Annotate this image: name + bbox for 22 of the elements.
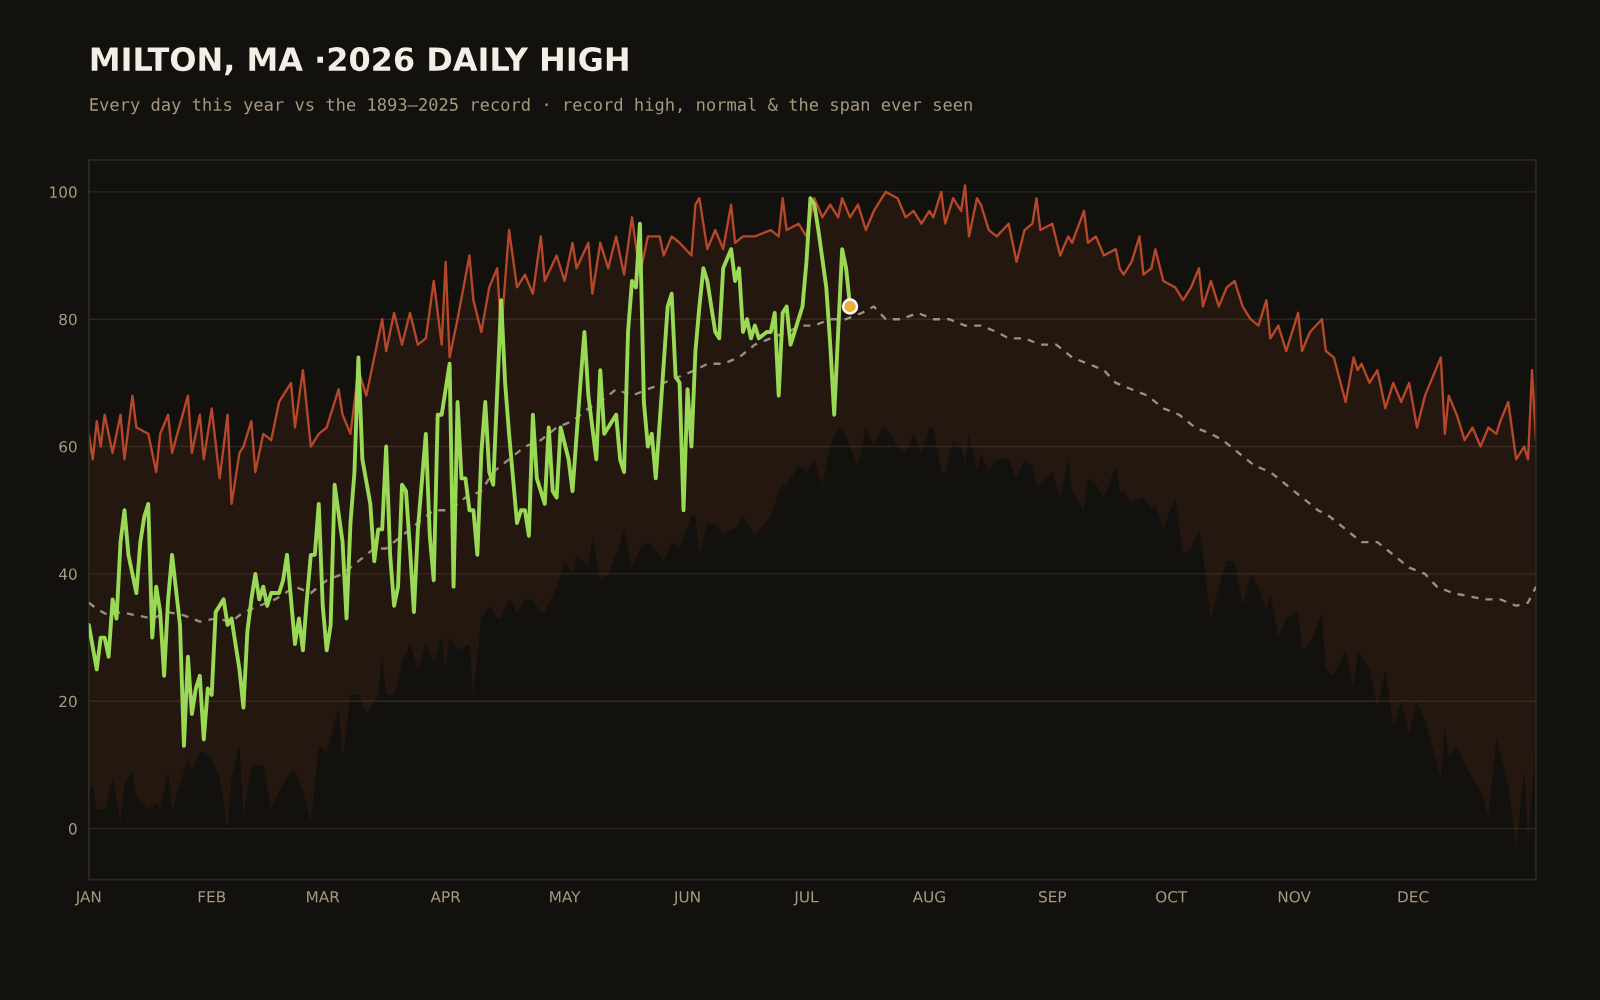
x-tick-label: JUL <box>793 891 819 906</box>
x-tick-label: MAR <box>307 891 340 903</box>
chart-title: MILTON, MA ·2026 DAILY HIGH <box>91 47 628 76</box>
x-tick-label: FEB <box>198 891 226 903</box>
line-series <box>88 184 1536 506</box>
x-tick-label: JUN <box>673 891 700 906</box>
y-tick-label: 0 <box>68 823 77 835</box>
x-tick-label: DEC <box>1398 890 1429 903</box>
x-tick-label: NOV <box>1278 890 1311 903</box>
y-tick-label: 40 <box>59 568 77 580</box>
x-tick-label: APR <box>430 891 461 903</box>
x-tick-label: JAN <box>74 891 101 906</box>
chart-subtitle: Every day this year vs the 1893–2025 record · record high, normal & the span ever seen <box>90 97 972 115</box>
y-tick-label: 60 <box>59 441 77 453</box>
y-tick-label: 80 <box>59 313 77 326</box>
line-series <box>88 305 1536 623</box>
x-tick-label: AUG <box>912 890 945 903</box>
y-tick-label: 100 <box>50 186 77 198</box>
x-tick-label: OCT <box>1156 890 1188 903</box>
y-tick-label: 20 <box>59 695 77 708</box>
x-tick-label: MAY <box>550 891 581 903</box>
x-tick-label: SEP <box>1039 890 1067 903</box>
